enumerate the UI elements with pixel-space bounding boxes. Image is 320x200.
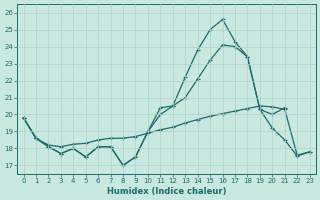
X-axis label: Humidex (Indice chaleur): Humidex (Indice chaleur) [107, 187, 226, 196]
